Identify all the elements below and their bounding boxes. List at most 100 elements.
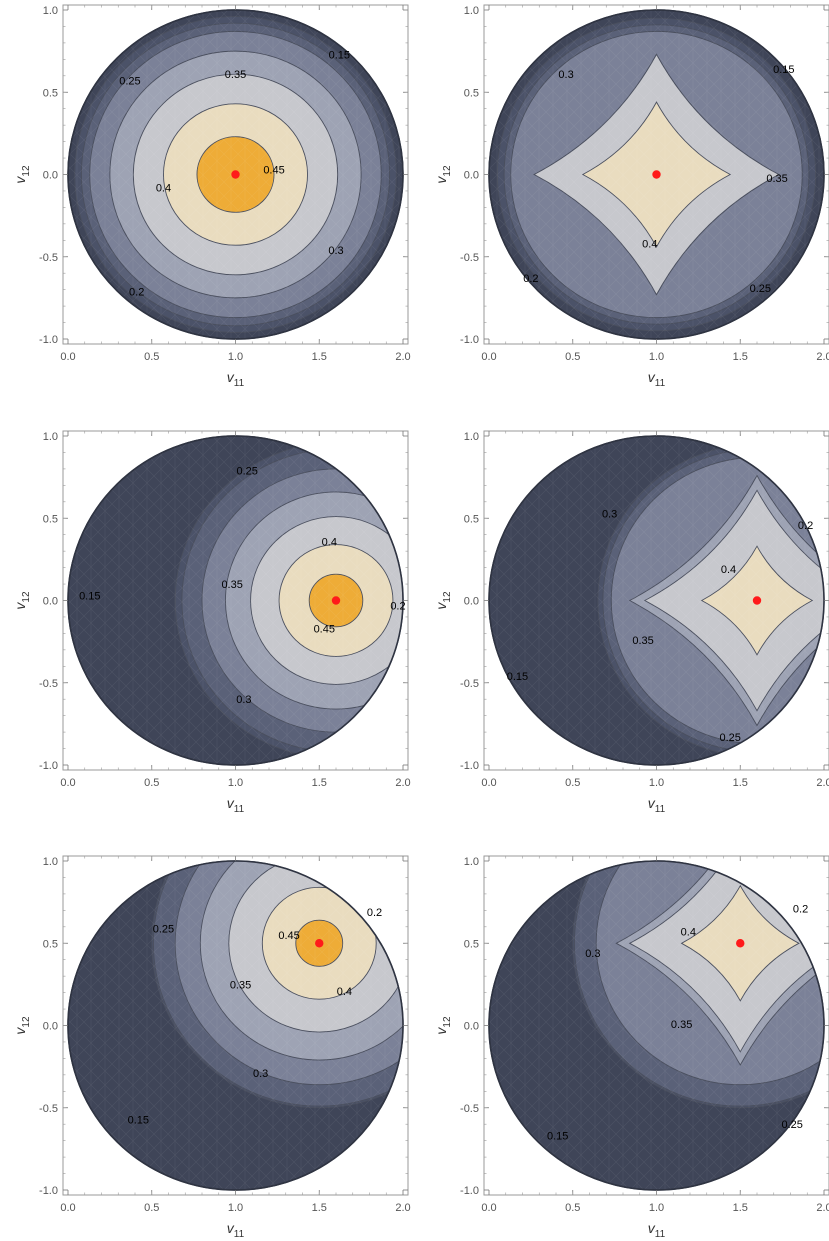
mesh-texture — [489, 861, 824, 1190]
contour-label: 0.2 — [793, 904, 808, 916]
x-tick-label: 1.5 — [312, 1202, 327, 1214]
x-tick-label: 0.5 — [144, 777, 159, 789]
x-tick-label: 1.0 — [228, 351, 243, 363]
x-tick-label: 2.0 — [816, 351, 829, 363]
y-tick-label: -1.0 — [39, 1185, 58, 1197]
contour-label: 0.3 — [328, 245, 343, 257]
panel-middle-right: 0.15 0.2 0.25 0.3 0.35 0.4 0.0 0.5 1.0 1.5 2.0 -1.0… — [433, 430, 829, 815]
x-tick-label: 0.0 — [60, 777, 75, 789]
mesh-texture — [489, 436, 824, 765]
contour-label: 0.15 — [773, 64, 794, 76]
panel-bottom-left: 0.15 0.2 0.25 0.3 0.35 0.4 0.45 0.0 0.5 1.0 1.5 2.0… — [12, 855, 411, 1240]
x-tick-label: 0.5 — [565, 777, 580, 789]
y-tick-label: -0.5 — [460, 1103, 479, 1115]
y-axis-label: v12 — [433, 165, 453, 184]
contour-label: 0.25 — [781, 1119, 802, 1131]
contour-label: 0.2 — [367, 907, 382, 919]
x-tick-label: 1.0 — [649, 1202, 664, 1214]
contour-label: 0.45 — [278, 930, 299, 942]
x-tick-label: 1.5 — [312, 351, 327, 363]
contour-label: 0.4 — [337, 986, 352, 998]
x-tick-label: 2.0 — [395, 777, 410, 789]
peak-dot — [752, 596, 762, 605]
mesh-texture — [68, 436, 403, 765]
contour-label: 0.3 — [253, 1068, 268, 1080]
peak-dot — [315, 939, 324, 948]
y-tick-label: 0.5 — [43, 938, 58, 950]
contour-label: 0.3 — [558, 69, 573, 81]
contour-label: 0.2 — [523, 273, 538, 285]
y-axis-label: v12 — [433, 591, 453, 610]
y-tick-label: 0.5 — [464, 87, 479, 99]
contour-label: 0.4 — [642, 239, 657, 251]
x-tick-label: 0.5 — [144, 351, 159, 363]
y-tick-label: -1.0 — [460, 334, 479, 346]
x-tick-label: 1.5 — [733, 351, 748, 363]
x-axis-label: v11 — [227, 369, 245, 389]
x-tick-label: 1.0 — [228, 1202, 243, 1214]
x-tick-label: 1.0 — [649, 351, 664, 363]
x-axis-label: v11 — [648, 1220, 666, 1240]
x-axis-label: v11 — [648, 795, 666, 815]
contour-label: 0.15 — [329, 49, 350, 61]
x-tick-label: 0.0 — [60, 351, 75, 363]
y-tick-label: 1.0 — [464, 431, 479, 443]
y-tick-label: 1.0 — [43, 856, 58, 868]
contour-label: 0.35 — [766, 173, 787, 185]
contour-label: 0.2 — [390, 600, 405, 612]
y-axis-label: v12 — [433, 1016, 453, 1035]
y-tick-label: 1.0 — [43, 5, 58, 17]
contour-label: 0.3 — [236, 694, 251, 706]
x-tick-label: 2.0 — [395, 1202, 410, 1214]
contour-label: 0.4 — [322, 536, 337, 548]
panel-middle-left: 0.15 0.2 0.25 0.3 0.35 0.4 0.45 0.0 0.5 1.0 1.5 2.0… — [12, 430, 411, 815]
x-tick-label: 2.0 — [395, 351, 410, 363]
y-tick-label: -1.0 — [460, 1185, 479, 1197]
x-tick-label: 1.0 — [649, 777, 664, 789]
contour-label: 0.25 — [719, 732, 740, 744]
y-tick-label: 0.5 — [464, 513, 479, 525]
y-tick-label: -0.5 — [460, 678, 479, 690]
y-tick-label: 0.0 — [464, 596, 479, 608]
contour-label: 0.4 — [721, 564, 736, 576]
contour-label: 0.15 — [128, 1114, 149, 1126]
y-tick-label: 0.0 — [464, 1021, 479, 1033]
peak-dot — [736, 939, 745, 948]
y-tick-label: 1.0 — [43, 431, 58, 443]
contour-label: 0.45 — [263, 165, 284, 177]
x-axis-label: v11 — [227, 795, 245, 815]
x-tick-label: 1.5 — [733, 777, 748, 789]
y-axis-label: v12 — [12, 165, 32, 184]
y-tick-label: 1.0 — [464, 5, 479, 17]
y-tick-label: 0.5 — [464, 938, 479, 950]
panel-bottom-right: 0.15 0.2 0.25 0.3 0.35 0.4 0.0 0.5 1.0 1.5 2.0 -1.0… — [433, 855, 829, 1240]
panel-top-right: 0.15 0.2 0.25 0.3 0.35 0.4 0.0 0.5 1.0 1.5 2.0 -1.0… — [433, 4, 829, 389]
contour-label: 0.2 — [798, 520, 813, 532]
y-tick-label: 0.0 — [43, 1021, 58, 1033]
y-tick-label: -1.0 — [460, 760, 479, 772]
x-tick-label: 1.0 — [228, 777, 243, 789]
contour-label: 0.35 — [221, 579, 242, 591]
x-tick-label: 2.0 — [816, 1202, 829, 1214]
contour-label: 0.4 — [681, 927, 696, 939]
x-tick-label: 0.5 — [565, 351, 580, 363]
x-tick-label: 0.5 — [565, 1202, 580, 1214]
contour-label: 0.35 — [671, 1019, 692, 1031]
x-tick-label: 1.5 — [312, 777, 327, 789]
y-tick-label: 0.0 — [43, 596, 58, 608]
x-tick-label: 0.0 — [481, 1202, 496, 1214]
y-tick-label: 0.0 — [43, 170, 58, 182]
contour-label: 0.45 — [314, 623, 335, 635]
contour-label: 0.25 — [237, 466, 258, 478]
contour-label: 0.35 — [230, 979, 251, 991]
x-tick-label: 2.0 — [816, 777, 829, 789]
x-tick-label: 1.5 — [733, 1202, 748, 1214]
x-tick-label: 0.0 — [481, 777, 496, 789]
y-tick-label: -0.5 — [39, 678, 58, 690]
x-axis-label: v11 — [227, 1220, 245, 1240]
panel-top-left: 0.15 0.2 0.25 0.3 0.35 0.4 0.45 0.0 0.5 1.0 1.5 2.0… — [12, 4, 411, 389]
y-tick-label: 0.5 — [43, 87, 58, 99]
y-tick-label: -0.5 — [39, 1103, 58, 1115]
contour-label: 0.35 — [225, 69, 246, 81]
contour-label: 0.25 — [750, 283, 771, 295]
